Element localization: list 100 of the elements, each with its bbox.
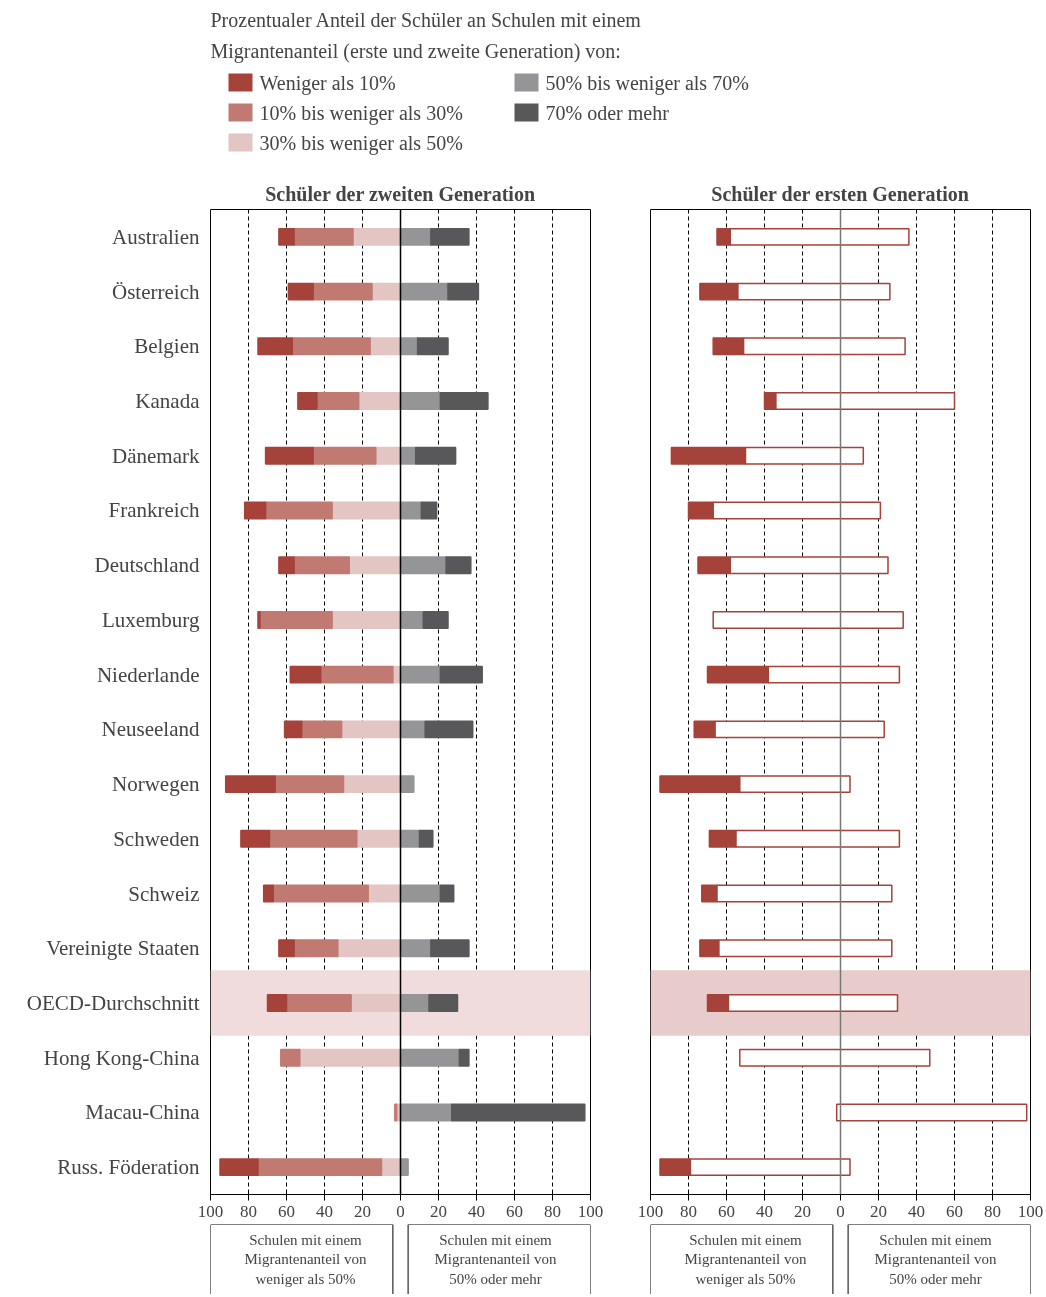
bar xyxy=(399,1103,453,1122)
bar xyxy=(319,665,394,684)
y-tick-label: Russ. Föderation xyxy=(57,1155,200,1180)
bar xyxy=(224,775,276,794)
legend-label: 50% bis weniger als 70% xyxy=(545,71,749,95)
bar xyxy=(439,884,455,903)
x-tick-label: 40 xyxy=(908,1201,925,1221)
y-tick-label: OECD-Durchschnitt xyxy=(26,990,200,1015)
bar xyxy=(399,665,442,684)
bar xyxy=(439,392,489,410)
bar xyxy=(259,610,333,629)
text: Schulen mit einem Migrantenanteil von 50% oder mehr xyxy=(874,1232,998,1287)
y-tick-label: Schweiz xyxy=(128,881,200,906)
legend-label: 30% bis weniger als 50% xyxy=(259,131,463,155)
bar xyxy=(283,720,303,739)
bar xyxy=(451,1103,586,1122)
bar xyxy=(399,939,432,958)
legend-label: Weniger als 10% xyxy=(259,71,396,95)
bar xyxy=(289,665,322,684)
bar xyxy=(268,829,358,848)
bar xyxy=(428,994,459,1012)
text: Schulen mit einem Migrantenanteil von weniger als 50% xyxy=(244,1232,368,1287)
bar xyxy=(356,829,402,848)
x-tick-label: 20 xyxy=(794,1201,811,1221)
text: Schulen mit einem Migrantenanteil von weniger als 50% xyxy=(684,1232,808,1287)
bar xyxy=(257,1158,383,1177)
bar xyxy=(399,994,430,1012)
bar xyxy=(340,720,402,739)
bar xyxy=(712,610,904,629)
bar xyxy=(266,994,288,1012)
x-tick-label: 80 xyxy=(984,1201,1001,1221)
x-tick-label: 20 xyxy=(870,1201,887,1221)
bar xyxy=(312,446,377,465)
y-tick-label: Schweden xyxy=(113,826,200,851)
chart-title: Schüler der zweiten Generation xyxy=(265,182,536,205)
bar xyxy=(240,829,271,848)
y-tick-label: Macau-China xyxy=(85,1100,201,1125)
bar xyxy=(420,501,438,520)
bar xyxy=(331,501,402,520)
bar xyxy=(439,665,483,684)
x-tick-label: 60 xyxy=(718,1201,735,1221)
x-tick-label: 60 xyxy=(506,1201,523,1221)
bar xyxy=(312,282,373,301)
legend-title: Prozentualer Anteil der Schüler an Schulen mit einem Migrantenanteil (erste und zweite Generation) von: xyxy=(210,8,642,64)
bar xyxy=(342,775,402,794)
bar xyxy=(299,1048,402,1067)
bar xyxy=(458,1048,470,1067)
text: Schulen mit einem Migrantenanteil von 50% oder mehr xyxy=(434,1232,558,1287)
y-tick-label: Belgien xyxy=(134,334,200,359)
x-tick-label: 80 xyxy=(240,1201,257,1221)
bar xyxy=(399,392,442,410)
bar xyxy=(414,446,457,465)
bar xyxy=(287,282,314,301)
bar xyxy=(285,994,352,1012)
bar xyxy=(399,282,449,301)
bar xyxy=(297,392,318,410)
bar xyxy=(219,1158,259,1177)
bar xyxy=(399,775,415,794)
y-tick-label: Deutschland xyxy=(94,553,200,578)
bar xyxy=(291,337,371,356)
bar xyxy=(371,282,402,301)
y-tick-label: Hong Kong-China xyxy=(43,1045,201,1070)
x-tick-label: 40 xyxy=(468,1201,485,1221)
y-tick-label: Norwegen xyxy=(112,772,200,797)
bar xyxy=(424,720,474,739)
x-tick-label: 100 xyxy=(197,1201,224,1221)
bar xyxy=(243,501,267,520)
bar xyxy=(430,939,470,958)
x-tick-label: 80 xyxy=(544,1201,561,1221)
x-tick-label: 80 xyxy=(680,1201,697,1221)
x-tick-label: 60 xyxy=(946,1201,963,1221)
bar xyxy=(369,337,402,356)
bar xyxy=(293,227,354,246)
bar xyxy=(264,501,333,520)
bar xyxy=(357,392,402,410)
x-tick-label: 40 xyxy=(316,1201,333,1221)
x-tick-label: 20 xyxy=(354,1201,371,1221)
x-tick-label: 40 xyxy=(756,1201,773,1221)
y-tick-label: Dänemark xyxy=(112,443,200,468)
bar xyxy=(418,829,434,848)
bar xyxy=(739,1048,931,1067)
bar xyxy=(352,227,402,246)
x-tick-label: 100 xyxy=(577,1201,604,1221)
bar xyxy=(262,884,274,903)
bar xyxy=(337,939,402,958)
y-tick-label: Australien xyxy=(112,224,200,249)
bar xyxy=(350,994,402,1012)
legend-label: 70% oder mehr xyxy=(545,101,670,124)
y-tick-label: Luxemburg xyxy=(101,607,200,632)
bar xyxy=(257,337,293,356)
bar xyxy=(399,556,447,575)
y-tick-label: Vereinigte Staaten xyxy=(46,936,200,961)
bar xyxy=(293,556,350,575)
bar xyxy=(399,884,442,903)
bar xyxy=(293,939,339,958)
x-tick-label: 0 xyxy=(396,1201,405,1221)
x-tick-label: 100 xyxy=(637,1201,664,1221)
bar xyxy=(331,610,402,629)
bar xyxy=(278,939,295,958)
y-tick-label: Österreich xyxy=(112,279,200,304)
